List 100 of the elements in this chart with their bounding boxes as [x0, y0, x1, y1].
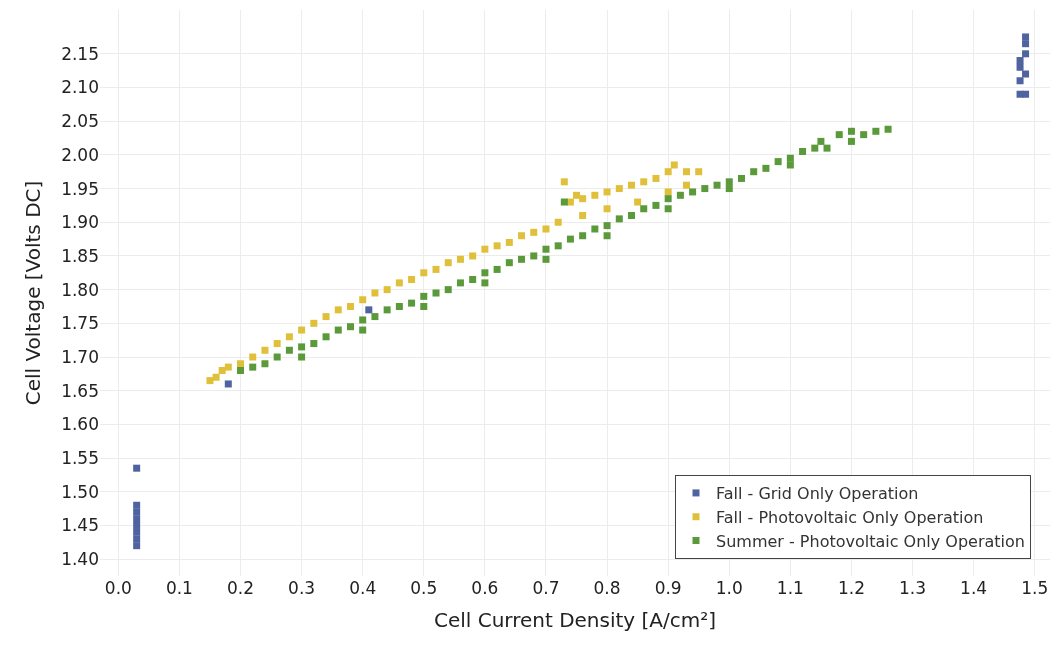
point — [664, 168, 672, 176]
point — [456, 255, 464, 263]
x-tick-label: 0.3 — [288, 578, 316, 598]
point — [365, 306, 373, 314]
y-tick-label: 1.85 — [61, 245, 99, 266]
point — [432, 265, 440, 273]
point — [573, 191, 581, 199]
point — [133, 501, 141, 509]
point — [505, 238, 513, 246]
x-tick-label: 0.4 — [349, 578, 377, 598]
point — [493, 242, 501, 250]
x-tick-label: 0.9 — [654, 578, 682, 598]
point — [1022, 33, 1030, 41]
point — [579, 212, 587, 220]
point — [518, 232, 526, 240]
point — [1016, 63, 1024, 71]
point — [249, 353, 257, 361]
x-tick-label: 0.1 — [165, 578, 193, 598]
point — [237, 360, 245, 368]
point — [371, 289, 379, 297]
point — [133, 464, 141, 472]
x-tick-label: 1.1 — [776, 578, 804, 598]
point — [469, 252, 477, 260]
x-tick-label: 1.5 — [1021, 578, 1049, 598]
point — [683, 168, 690, 176]
y-tick-label: 2.15 — [61, 43, 99, 64]
point — [664, 188, 672, 196]
point — [560, 178, 568, 186]
y-tick-label: 1.90 — [61, 212, 99, 233]
x-tick-label: 1.2 — [837, 578, 865, 598]
y-tick-label: 1.50 — [61, 481, 99, 502]
point — [359, 296, 367, 304]
y-tick-label: 2.10 — [61, 77, 99, 98]
point — [334, 306, 342, 314]
point — [579, 195, 587, 203]
x-tick-label: 0.6 — [471, 578, 499, 598]
y-tick-label: 1.45 — [61, 515, 99, 536]
point — [652, 174, 660, 182]
legend-label: Summer - Photovoltaic Only Operation — [716, 531, 1025, 551]
point — [444, 259, 452, 267]
point — [212, 373, 220, 381]
point — [133, 528, 141, 536]
point — [628, 181, 636, 189]
point — [1022, 50, 1030, 58]
point — [670, 161, 678, 169]
y-tick-label: 2.00 — [61, 144, 99, 165]
point — [206, 377, 214, 385]
y-tick-label: 1.70 — [61, 346, 99, 367]
x-tick-label: 0.7 — [532, 578, 560, 598]
point — [346, 302, 354, 310]
point — [695, 168, 703, 176]
point — [1022, 90, 1030, 98]
point — [133, 542, 141, 550]
x-tick-label: 0.5 — [410, 578, 438, 598]
point — [591, 191, 599, 199]
point — [408, 276, 416, 284]
point — [395, 279, 403, 287]
y-tick-label: 1.40 — [61, 549, 99, 570]
point — [383, 286, 391, 294]
y-tick-label: 1.80 — [61, 279, 99, 300]
point — [615, 185, 623, 193]
x-tick-label: 0.2 — [226, 578, 255, 598]
y-tick-label: 1.65 — [61, 380, 99, 401]
point — [273, 340, 281, 348]
point — [322, 313, 330, 321]
point — [310, 319, 318, 327]
y-tick-label: 1.60 — [61, 414, 99, 435]
point — [1022, 40, 1030, 48]
x-axis-title: Cell Current Density [A/cm²] — [433, 607, 717, 632]
x-tick-label: 1.4 — [960, 578, 988, 598]
point — [224, 363, 232, 371]
point — [298, 326, 306, 334]
point — [634, 198, 642, 206]
point — [285, 333, 293, 341]
point — [603, 205, 611, 213]
point — [640, 178, 648, 186]
legend-label: Fall - Photovoltaic Only Operation — [716, 507, 984, 527]
y-tick-label: 1.75 — [61, 313, 99, 334]
point — [420, 269, 428, 277]
point — [218, 366, 226, 374]
point — [133, 521, 141, 529]
point — [1016, 77, 1024, 85]
point — [530, 228, 538, 236]
y-tick-label: 1.95 — [61, 178, 99, 199]
point — [1022, 70, 1030, 78]
point — [481, 245, 489, 253]
x-tick-label: 1.3 — [899, 578, 927, 598]
point — [133, 515, 141, 523]
x-tick-label: 0.0 — [104, 578, 132, 598]
point — [554, 218, 562, 226]
point — [261, 346, 269, 354]
x-tick-label: 1.0 — [715, 578, 743, 598]
point — [542, 225, 550, 233]
point — [224, 380, 232, 388]
y-tick-label: 2.05 — [61, 111, 99, 132]
y-tick-label: 1.55 — [61, 448, 99, 469]
legend-label: Fall - Grid Only Operation — [716, 484, 919, 504]
point — [1016, 57, 1024, 65]
y-axis-title: Cell Voltage [Volts DC] — [20, 180, 45, 406]
point — [603, 188, 611, 196]
